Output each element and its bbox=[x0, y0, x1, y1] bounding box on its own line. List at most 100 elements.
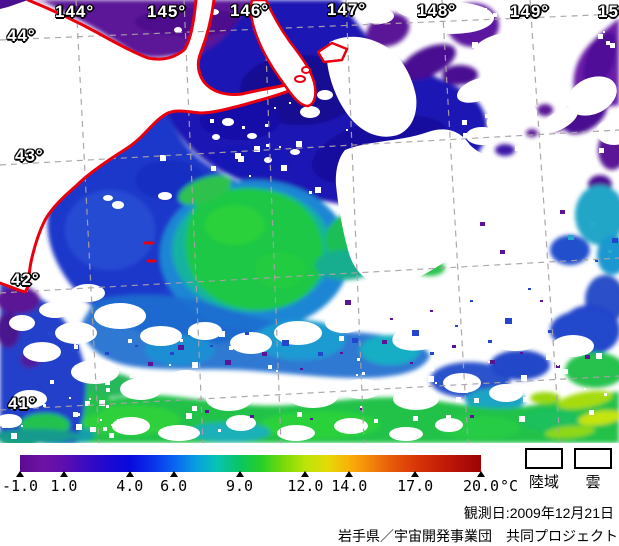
cloud-patch bbox=[489, 321, 543, 351]
cloud-patch bbox=[396, 0, 444, 18]
cloud-speckle bbox=[289, 102, 291, 104]
color-fleck bbox=[568, 235, 574, 240]
cloud-speckle bbox=[374, 419, 378, 423]
cloud-speckle bbox=[208, 337, 210, 339]
color-fleck bbox=[135, 345, 138, 347]
cloud-speckle bbox=[76, 424, 82, 430]
cloud-speckle bbox=[91, 427, 96, 432]
cloud-speckle bbox=[377, 385, 379, 387]
color-fleck bbox=[178, 345, 184, 350]
cloud-speckle bbox=[74, 344, 76, 346]
lon-label: 145° bbox=[147, 2, 187, 21]
cloud-speckle bbox=[159, 375, 162, 378]
cloud-speckle bbox=[274, 107, 276, 109]
cloud-patch bbox=[212, 134, 220, 140]
color-fleck bbox=[360, 408, 363, 410]
cloud-speckle bbox=[235, 153, 241, 159]
color-fleck bbox=[225, 360, 231, 365]
color-fleck bbox=[505, 318, 512, 324]
color-fleck bbox=[345, 300, 351, 305]
cloud-speckle bbox=[21, 425, 23, 427]
cloud-speckle bbox=[339, 336, 344, 341]
cloud-speckle bbox=[2, 424, 6, 428]
cloud-patch bbox=[300, 106, 320, 118]
cloud-speckle bbox=[346, 129, 348, 131]
cloud-speckle bbox=[405, 83, 410, 88]
cloud-speckle bbox=[358, 429, 361, 432]
colorbar-tick-mark bbox=[411, 471, 420, 477]
cloud-patch bbox=[147, 13, 157, 19]
cloud-speckle bbox=[546, 355, 551, 360]
cloud-speckle bbox=[435, 382, 437, 384]
cloud-patch bbox=[13, 390, 47, 408]
color-fleck bbox=[488, 340, 492, 343]
colorbar-tick-mark bbox=[477, 471, 485, 477]
cloud-speckle bbox=[254, 146, 260, 152]
cloud-speckle bbox=[296, 141, 302, 147]
colorbar-tick-mark bbox=[125, 471, 134, 477]
cloud-speckle bbox=[356, 374, 358, 376]
cloud-speckle bbox=[276, 370, 278, 372]
credit-line: 岩手県／宇宙開発事業団 共同プロジェクト bbox=[338, 528, 618, 544]
color-fleck bbox=[548, 330, 552, 333]
speckle-layer bbox=[2, 8, 618, 439]
cloud-patch bbox=[519, 135, 573, 169]
cloud-patch bbox=[247, 133, 257, 139]
temperature-scale: -1.0 1.0 4.0 6.0 9.0 12.0 14.0 17.0 20.0 °C 陸域 雲 bbox=[0, 448, 619, 498]
color-fleck bbox=[598, 308, 601, 310]
cloud-speckle bbox=[106, 388, 110, 392]
cloud-speckle bbox=[345, 421, 349, 425]
sst-map-image bbox=[0, 0, 619, 448]
cloud-speckle bbox=[548, 117, 552, 121]
color-fleck bbox=[245, 332, 249, 335]
cloud-speckle bbox=[429, 366, 434, 371]
coastline-pacific bbox=[0, 0, 293, 294]
cloud-speckle bbox=[106, 405, 109, 408]
colorbar-tick-label: 14.0 bbox=[331, 477, 368, 495]
cloud-speckle bbox=[128, 339, 132, 343]
color-fleck bbox=[412, 330, 419, 336]
cloud-speckle bbox=[117, 419, 120, 422]
cloud-speckle bbox=[192, 362, 198, 368]
legend-cloud-label: 雲 bbox=[585, 474, 601, 491]
cloud-speckle bbox=[598, 34, 603, 39]
cloud-speckle bbox=[103, 427, 107, 431]
cloud-speckle bbox=[473, 99, 476, 102]
cloud-patch bbox=[317, 90, 333, 100]
cloud-speckle bbox=[320, 397, 322, 399]
cloud-patch bbox=[290, 149, 300, 155]
color-fleck bbox=[455, 325, 458, 327]
color-fleck bbox=[480, 222, 485, 226]
cloud-speckle bbox=[281, 165, 287, 171]
cloud-speckle bbox=[413, 416, 418, 421]
cloud-patch bbox=[112, 417, 150, 435]
cloud-speckle bbox=[347, 109, 352, 114]
cloud-speckle bbox=[550, 59, 556, 65]
cloud-speckle bbox=[188, 331, 192, 335]
cloud-speckle bbox=[192, 406, 197, 411]
cloud-speckle bbox=[111, 424, 113, 426]
color-fleck bbox=[170, 352, 174, 355]
cloud-patch bbox=[393, 388, 439, 410]
cloud-speckle bbox=[130, 375, 133, 378]
lon-label: 147° bbox=[327, 0, 367, 19]
cloud-speckle bbox=[603, 31, 605, 33]
cloud-patch bbox=[112, 201, 124, 209]
cloud-speckle bbox=[557, 364, 559, 366]
color-fleck bbox=[430, 310, 433, 312]
cloud-speckle bbox=[100, 419, 102, 421]
cloud-speckle bbox=[484, 8, 487, 11]
cloud-speckle bbox=[488, 42, 491, 45]
cloud-speckle bbox=[513, 389, 519, 395]
habomai-islet bbox=[301, 66, 311, 74]
cloud-speckle bbox=[362, 372, 365, 375]
lon-label: 144° bbox=[55, 2, 95, 21]
cloud-patch bbox=[362, 8, 394, 24]
cloud-speckle bbox=[143, 334, 147, 338]
color-fleck bbox=[390, 318, 393, 320]
lat-label: 42° bbox=[11, 270, 40, 289]
cloud-speckle bbox=[493, 13, 497, 17]
shikotan-island-outline bbox=[316, 41, 349, 64]
cloud-patch bbox=[140, 326, 182, 346]
